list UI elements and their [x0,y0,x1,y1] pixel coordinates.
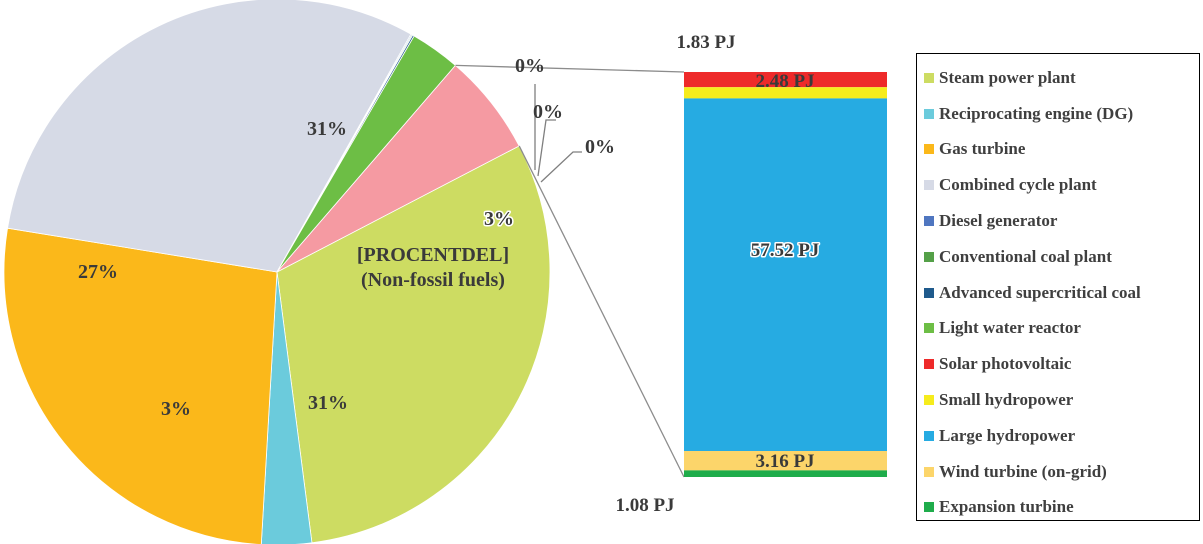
breakdown-bar [684,72,887,477]
connector-line-top [455,64,685,73]
legend-item-expansion-turbine: Expansion turbine [924,490,1199,526]
pie-slice-steam-power-plant [276,145,551,544]
pie-label-diesel-generator: 0% [515,55,545,77]
legend-item-light-water-reactor: Light water reactor [924,311,1199,347]
legend-label: Steam power plant [939,67,1076,87]
pie-label-steam-power-plant: 31% [308,392,348,414]
legend-swatch [924,466,934,477]
bar-label-large-hydropower: 57.52 PJ [751,240,820,261]
legend-swatch [924,323,934,334]
legend-swatch [924,251,934,262]
legend-item-solar-photovoltaic: Solar photovoltaic [924,346,1199,382]
legend-swatch [924,430,934,441]
legend-swatch [924,180,934,191]
legend-item-steam-power-plant: Steam power plant [924,60,1199,96]
legend-item-wind-turbine-on-grid: Wind turbine (on-grid) [924,454,1199,490]
pie-slice-combined-cycle-plant [7,0,412,273]
bar-labels: 2.48 PJ 1.83 PJ 57.52 PJ 3.16 PJ 1.08 PJ [615,32,820,516]
bar-segment-wind-turbine-on-grid [684,451,887,471]
legend-swatch [924,502,934,513]
connector-line-bottom [518,145,685,478]
legend-label: Combined cycle plant [939,175,1097,195]
legend-swatch [924,144,934,155]
bar-label-expansion-turbine: 1.08 PJ [615,495,674,516]
legend-label: Advanced supercritical coal [939,282,1141,302]
legend-label: Diesel generator [939,211,1058,231]
pie-label-conventional-coal-plant: 0% [533,101,563,123]
pie-slice-reciprocating-engine-dg [260,271,313,544]
legend-item-large-hydropower: Large hydropower [924,418,1199,454]
legend-item-combined-cycle-plant: Combined cycle plant [924,167,1199,203]
pie-label-non-fossil-fuels: [PROCENTDEL] (Non-fossil fuels) [357,244,509,291]
legend-item-small-hydropower: Small hydropower [924,382,1199,418]
pie-label-leader-advanced-supercritical-coal [540,151,582,183]
bar-segment-small-hydropower [684,87,887,99]
pie-slices [3,0,551,544]
pie-label-reciprocating-engine-dg: 3% [161,398,191,420]
legend-swatch [924,395,934,406]
pie-label-combined-cycle-plant: 31% [307,118,347,140]
legend-item-reciprocating-engine-dg: Reciprocating engine (DG) [924,96,1199,132]
pie-label-leader-conventional-coal-plant [537,119,556,177]
legend-swatch [924,287,934,298]
legend-swatch [924,108,934,119]
bar-label-solar-photovoltaic: 2.48 PJ [755,71,814,92]
bar-label-wind-turbine-on-grid: 3.16 PJ [755,451,814,472]
legend-label: Large hydropower [939,425,1076,445]
legend-label: Reciprocating engine (DG) [939,103,1134,123]
legend-item-gas-turbine: Gas turbine [924,132,1199,168]
legend-label: Gas turbine [939,139,1026,159]
legend: Steam power plant Reciprocating engine (D… [916,53,1200,521]
pie-label-advanced-supercritical-coal: 0% [585,136,615,158]
legend-swatch [924,216,934,227]
legend-swatch [924,359,934,370]
bar-segment-large-hydropower [684,98,887,452]
legend-item-diesel-generator: Diesel generator [924,203,1199,239]
legend-label: Solar photovoltaic [939,354,1072,374]
bar-segment-solar-photovoltaic [684,72,887,88]
legend-item-advanced-supercritical-coal: Advanced supercritical coal [924,275,1199,311]
pie-label-gas-turbine: 27% [78,261,118,283]
legend-label: Expansion turbine [939,497,1074,517]
legend-label: Small hydropower [939,390,1074,410]
legend-item-conventional-coal-plant: Conventional coal plant [924,239,1199,275]
legend-label: Light water reactor [939,318,1081,338]
connector-lines [455,64,685,478]
bar-label-small-hydropower: 1.83 PJ [676,32,735,53]
pie-labels: 31% 3% 27% 31% 0% 0% 0% 3% [PROCENTDEL] (Non-foss… [78,55,615,420]
legend-label: Wind turbine (on-grid) [939,461,1107,481]
legend-swatch [924,72,934,83]
bar-segment-expansion-turbine [684,470,887,477]
pie-label-light-water-reactor: 3% [484,208,514,230]
pie-slice-gas-turbine [3,227,278,544]
legend-label: Conventional coal plant [939,246,1112,266]
